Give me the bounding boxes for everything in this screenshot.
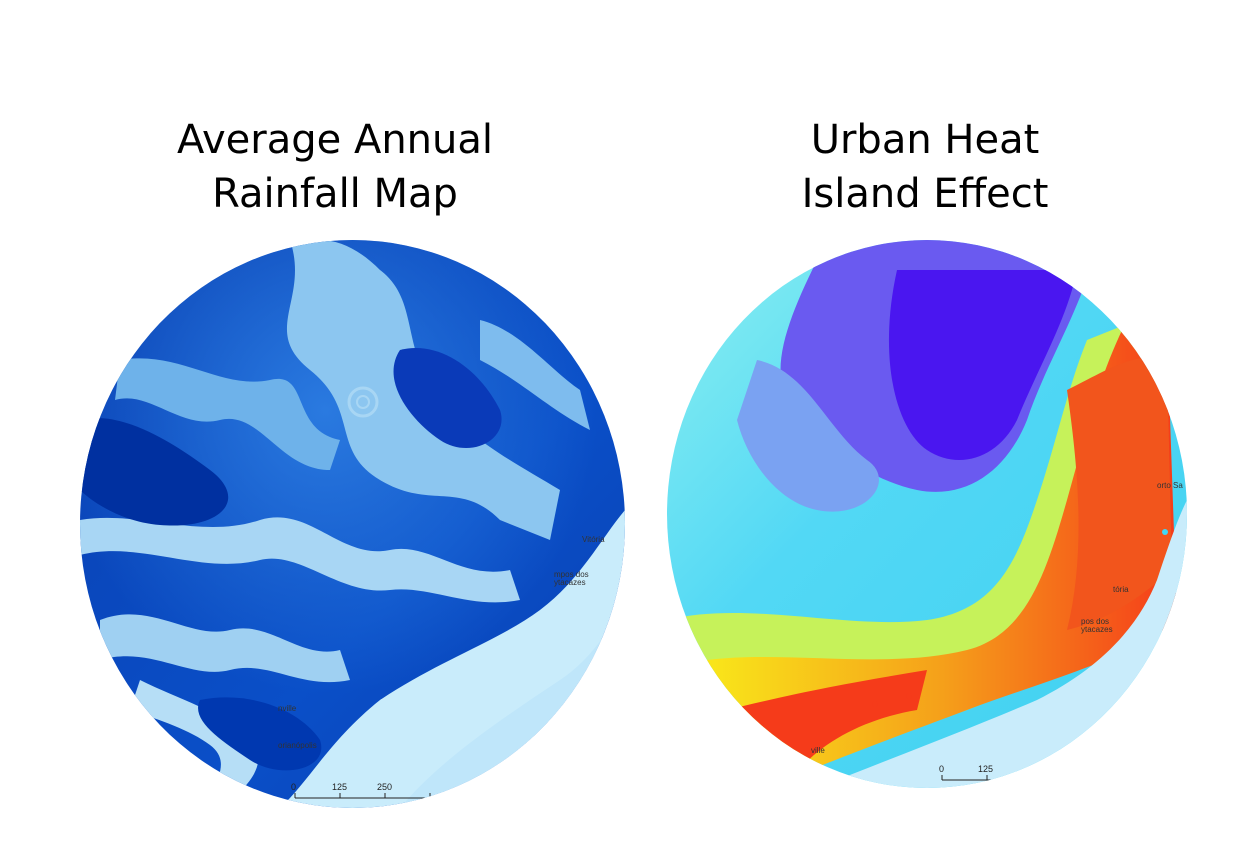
cool-zone — [737, 360, 879, 512]
place-label: orto Sa — [1157, 481, 1183, 490]
dark-region — [393, 348, 502, 449]
light-band — [100, 614, 350, 683]
rainfall-map: Vitória mpos dos ytacazes nville orianóp… — [80, 240, 625, 808]
place-label: ville — [811, 746, 825, 755]
place-label: pos dos — [1081, 617, 1109, 626]
rainfall-map-title: Average Annual Rainfall Map — [176, 117, 493, 217]
ring-feature — [347, 386, 379, 418]
place-label: Vitória — [582, 535, 605, 544]
island — [1162, 529, 1168, 535]
scale-tick-label: 125 — [332, 782, 347, 792]
light-band — [80, 517, 520, 603]
dark-region — [198, 697, 322, 771]
place-label: ytacazes — [554, 578, 586, 587]
scale-tick-label: 0 — [291, 782, 296, 792]
coldest-zone — [888, 270, 1077, 460]
heat-island-map-title: Urban Heat Island Effect — [801, 117, 1049, 217]
island — [906, 693, 912, 699]
place-label: ytacazes — [1081, 625, 1113, 634]
place-label: nville — [278, 704, 297, 713]
ocean — [817, 500, 1187, 788]
light-band — [130, 680, 259, 808]
scale-tick-label: 250 — [377, 782, 392, 792]
island — [872, 701, 878, 707]
place-label: mpos dos — [554, 570, 589, 579]
place-label: tória — [1113, 585, 1129, 594]
warm-zone — [707, 320, 1177, 788]
place-label: orianópolis — [278, 741, 317, 750]
light-band — [115, 358, 340, 470]
dark-region — [80, 418, 229, 526]
heat-island-map: orto Sa tória pos dos ytacazes ville 0 1… — [667, 240, 1187, 788]
scale-tick-label: 0 — [939, 764, 944, 774]
hot-zone — [1067, 357, 1172, 630]
scale-tick-label: 125 — [978, 764, 993, 774]
ring-feature — [356, 395, 370, 409]
light-band — [480, 320, 590, 430]
scale-bar: 0 125 250 — [291, 782, 431, 799]
